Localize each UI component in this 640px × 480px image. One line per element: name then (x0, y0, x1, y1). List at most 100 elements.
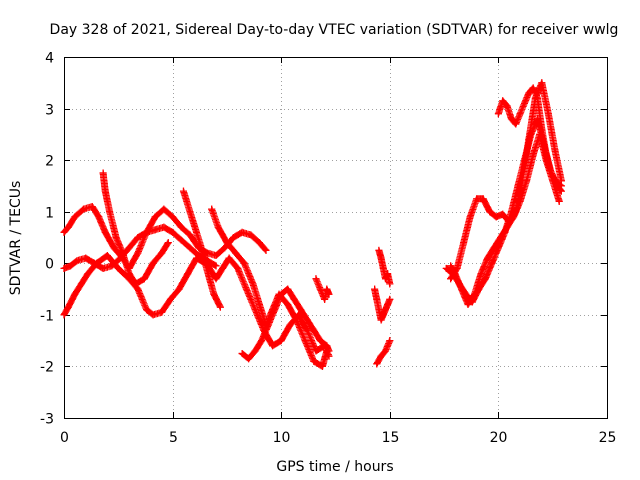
data-point (507, 115, 515, 123)
data-point (212, 262, 220, 270)
data-point (271, 306, 279, 314)
data-point (255, 239, 263, 247)
data-point (384, 301, 392, 309)
data-point (381, 306, 389, 314)
data-point (149, 311, 157, 319)
data-point (473, 195, 481, 203)
data-point (67, 262, 75, 270)
data-point (323, 342, 331, 350)
data-point (219, 264, 227, 272)
plot-frame (64, 57, 608, 419)
data-point (462, 290, 470, 298)
data-point (544, 110, 552, 118)
data-point (99, 264, 107, 272)
data-point (464, 301, 472, 309)
data-point (377, 254, 385, 262)
data-point (312, 347, 320, 355)
data-point (471, 290, 479, 298)
data-point (140, 275, 148, 283)
data-point (557, 182, 565, 190)
data-point (501, 228, 509, 236)
data-point (143, 306, 151, 314)
data-point (505, 218, 513, 226)
data-point (540, 141, 548, 149)
data-point (158, 249, 166, 257)
data-point (325, 290, 333, 298)
data-point (551, 146, 559, 154)
data-point (316, 337, 324, 345)
data-point (547, 166, 555, 174)
data-point (375, 306, 383, 314)
data-point (386, 280, 394, 288)
data-point (516, 110, 524, 118)
data-point (60, 264, 68, 272)
data-point (60, 228, 68, 236)
data-point (310, 357, 318, 365)
data-point (533, 94, 541, 102)
data-point (88, 203, 96, 211)
y-axis-label: SDTVAR / TECUs (8, 181, 24, 296)
data-point (538, 79, 546, 87)
data-point (112, 234, 120, 241)
data-point (251, 347, 259, 355)
data-point (484, 254, 492, 262)
data-point (221, 244, 229, 252)
data-point (512, 208, 520, 216)
data-point (192, 228, 200, 236)
data-point (321, 295, 329, 303)
data-point (284, 285, 292, 293)
data-point (242, 285, 250, 293)
data-point (301, 337, 309, 345)
data-point (175, 285, 183, 293)
data-point (238, 228, 246, 236)
data-point (101, 187, 109, 195)
data-point (269, 342, 277, 350)
data-point (451, 270, 459, 278)
data-point (492, 213, 500, 221)
data-point (316, 285, 324, 293)
data-point (212, 252, 220, 260)
data-point (303, 326, 311, 334)
data-point (260, 326, 268, 334)
data-point (277, 290, 285, 298)
data-point (240, 259, 248, 267)
data-point (551, 177, 559, 185)
data-point (249, 280, 257, 288)
data-point (555, 197, 563, 205)
data-point (295, 311, 303, 319)
data-point (216, 303, 224, 311)
data-point (64, 223, 72, 231)
data-point (384, 270, 392, 278)
x-tick-label: 0 (60, 430, 69, 446)
data-point (477, 270, 485, 278)
data-point (457, 285, 465, 293)
data-point (447, 275, 455, 283)
data-point (169, 228, 177, 236)
data-point (381, 275, 389, 283)
data-point (110, 244, 118, 252)
x-tick-label: 20 (490, 430, 508, 446)
y-tick-label: 3 (45, 103, 54, 119)
data-point (143, 228, 151, 236)
data-point (71, 213, 79, 221)
data-point (169, 213, 177, 221)
data-point (214, 223, 222, 231)
data-point (192, 254, 200, 262)
data-point (290, 295, 298, 303)
data-point (108, 262, 116, 270)
chart-title: Day 328 of 2021, Sidereal Day-to-day VTE… (50, 22, 619, 38)
plus-markers (60, 79, 565, 370)
data-point (494, 110, 502, 118)
data-point (103, 252, 111, 260)
data-point (199, 249, 207, 257)
data-point (186, 244, 194, 252)
axis-ticks: 0 5 10 15 20 25 -3 -2 -1 0 1 2 3 4 (40, 51, 616, 447)
data-point (475, 285, 483, 293)
data-point (247, 231, 255, 239)
data-point (516, 197, 524, 205)
data-point (208, 205, 216, 213)
data-point (232, 249, 240, 257)
data-point (158, 308, 166, 316)
data-point (371, 285, 379, 293)
data-point (134, 234, 142, 241)
